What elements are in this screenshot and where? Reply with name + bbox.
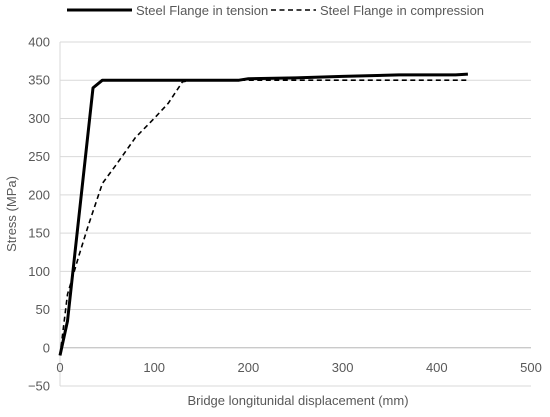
series-lines	[58, 72, 468, 356]
y-tick-label: 300	[28, 111, 50, 126]
y-tick-label: 50	[36, 302, 50, 317]
y-tick-label: 250	[28, 149, 50, 164]
x-axis-label: Bridge longitunidal displacement (mm)	[187, 393, 408, 408]
y-tick-label: −50	[28, 379, 50, 394]
series-line-1	[58, 72, 468, 356]
y-tick-label: 150	[28, 226, 50, 241]
y-tick-label: 0	[43, 340, 50, 355]
y-tick-label: 350	[28, 73, 50, 88]
y-tick-label: 200	[28, 187, 50, 202]
x-tick-label: 300	[332, 360, 354, 375]
x-tick-label: 100	[143, 360, 165, 375]
y-axis-label: Stress (MPa)	[4, 176, 19, 252]
y-tick-label: 100	[28, 264, 50, 279]
x-tick-label: 500	[520, 360, 542, 375]
grid	[60, 41, 531, 387]
legend: Steel Flange in tension Steel Flange in c…	[67, 3, 484, 18]
series-line-2	[59, 79, 468, 356]
axes: −50 0 50 100 150 200 250 300 350 400 0 100 200 300 400…	[28, 35, 542, 394]
x-tick-label: 0	[56, 360, 63, 375]
legend-label-2: Steel Flange in compression	[320, 3, 484, 18]
y-tick-label: 400	[28, 35, 50, 50]
x-tick-label: 200	[238, 360, 260, 375]
legend-label-1: Steel Flange in tension	[136, 3, 268, 18]
x-tick-label: 400	[426, 360, 448, 375]
